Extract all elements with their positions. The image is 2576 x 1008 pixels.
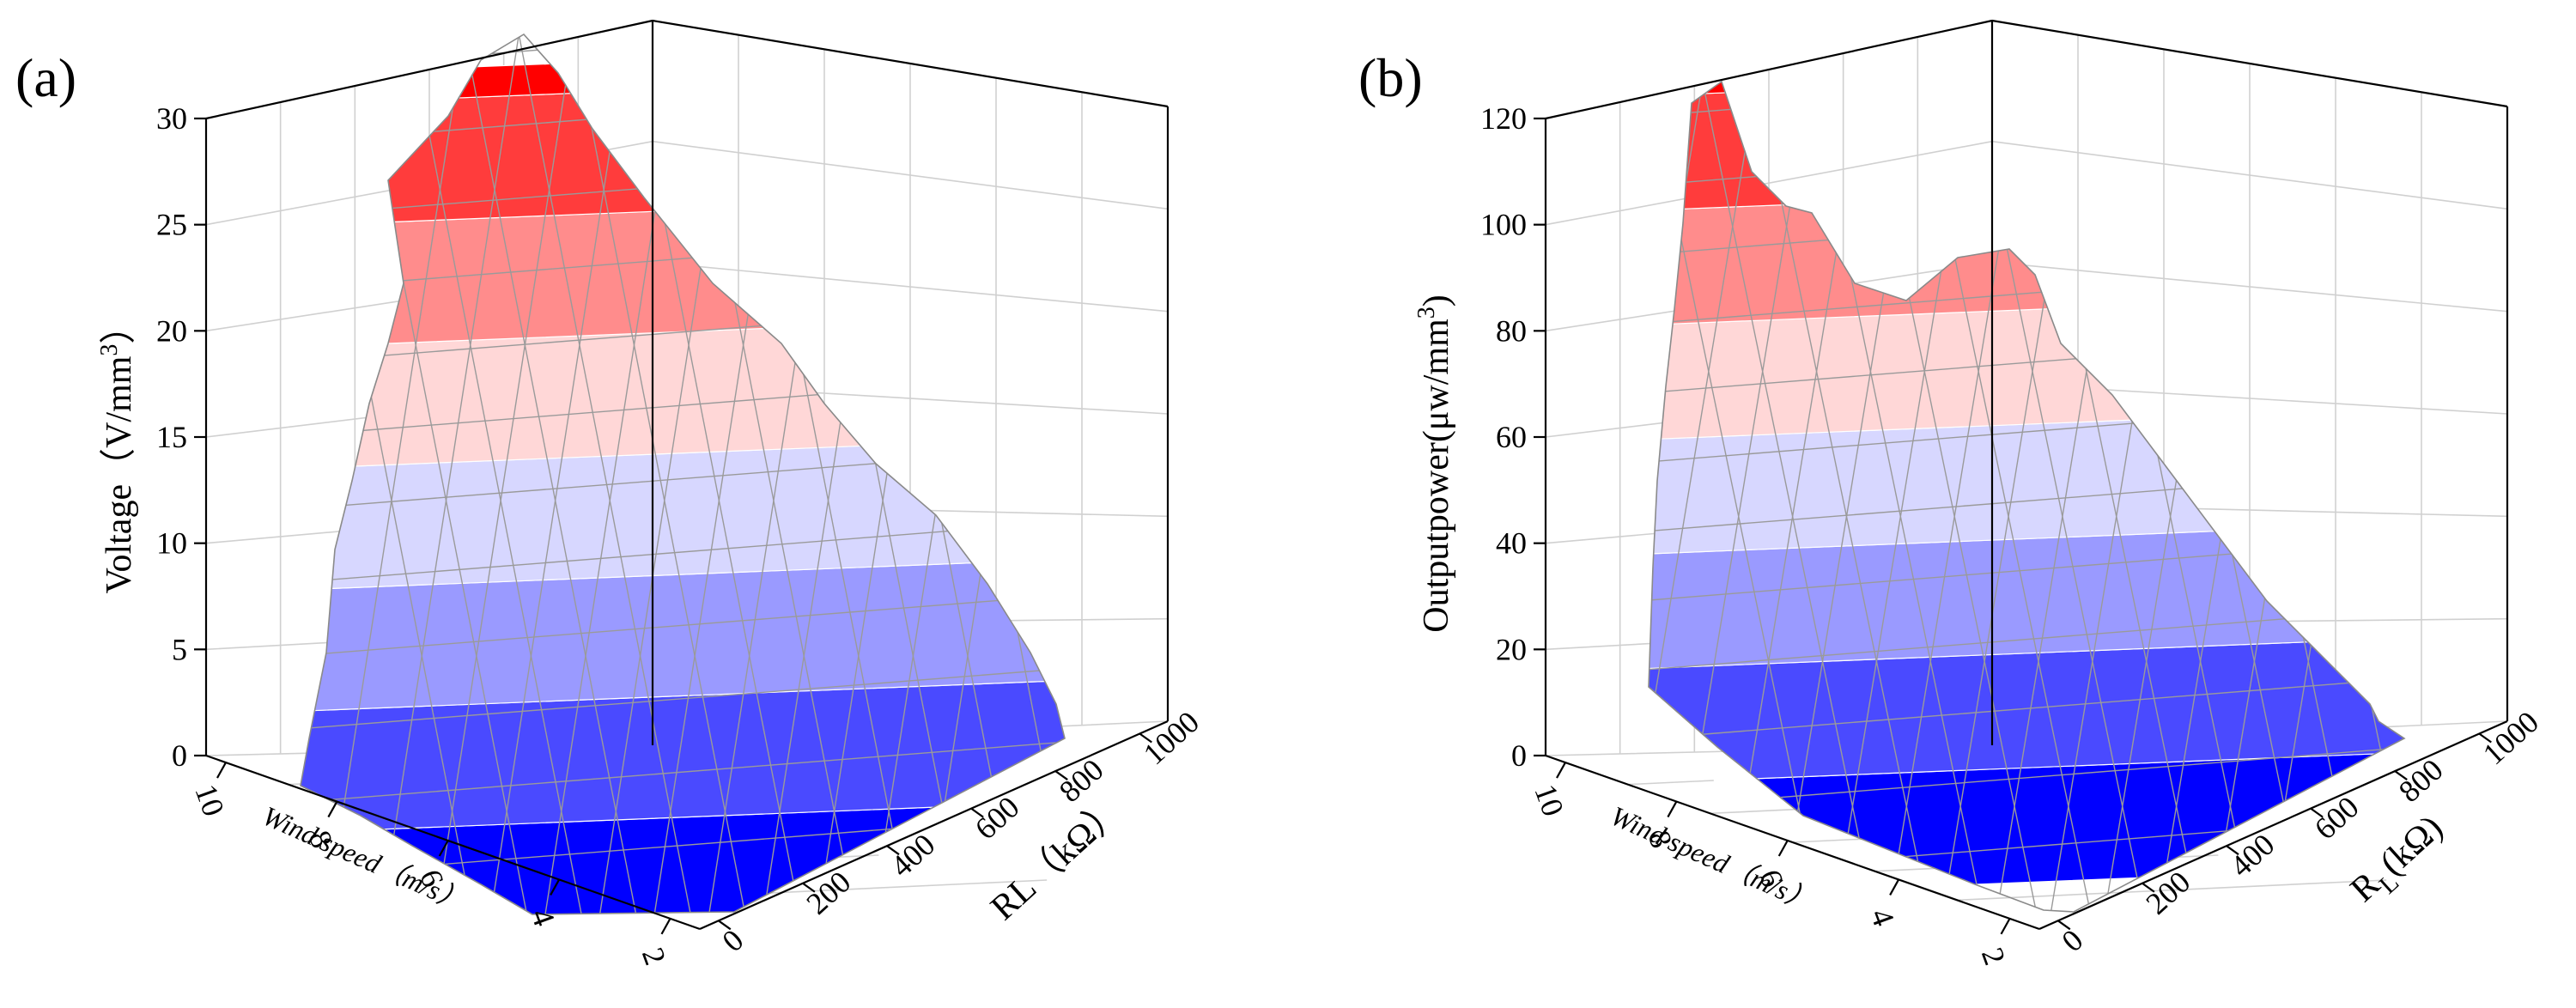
mesh-line: [326, 34, 465, 914]
top-right-edge: [652, 19, 1169, 108]
surface-band-3: [301, 376, 1065, 603]
x-tick-mark: [327, 800, 338, 818]
y-axis-line: [2038, 720, 2508, 931]
x-tick-mark: [2000, 918, 2011, 935]
y-tick-label: 600: [969, 790, 1026, 847]
z-tick-label: 0: [1511, 738, 1527, 773]
y-tick-label: 400: [884, 827, 942, 884]
mesh-line: [573, 34, 746, 914]
z-tick-label: 40: [1496, 526, 1527, 561]
panel-b-y-axis-label: RL(kΩ): [2343, 808, 2456, 916]
surface-outline: [300, 33, 1066, 915]
y-tick-label: 600: [2308, 790, 2366, 847]
panel-b-letter: (b): [1358, 47, 1423, 108]
gridline-floor: [1957, 879, 2387, 902]
panel-a-zlabel-sup: 3: [96, 344, 123, 356]
z-tick-label: 5: [172, 632, 187, 666]
surface-outline: [1648, 80, 2406, 913]
panel-b-zlabel-main: Outputpower(μw/mm: [1417, 319, 1456, 633]
mesh-line: [518, 34, 691, 914]
mesh-line: [301, 521, 1065, 583]
x-tick-mark: [216, 762, 227, 779]
mesh-line: [1649, 677, 2404, 739]
panel-b-x-axis-label: Wind speed（m/s）: [1607, 800, 1820, 918]
panel-b-zlabel-end: ): [1417, 295, 1456, 307]
z-tick-label: 30: [156, 101, 187, 136]
surface-band-4: [301, 255, 1065, 482]
mesh-line: [301, 668, 1065, 730]
y-tick-mark: [2310, 807, 2324, 818]
top-right-edge: [1991, 19, 2508, 108]
mesh-line: [1649, 608, 2404, 671]
surface-band-1: [301, 619, 1065, 846]
y-tick-mark: [2057, 920, 2071, 931]
y-tick-mark: [970, 807, 984, 818]
z-tick-label: 80: [1496, 313, 1527, 348]
z-tick-label: 60: [1496, 420, 1527, 454]
x-axis-line: [1545, 754, 2040, 931]
x-tick-mark: [1667, 800, 1678, 818]
y-tick-mark: [2394, 770, 2408, 780]
x-tick-label: 10: [1528, 780, 1571, 821]
x-tick-mark: [660, 918, 671, 935]
panel-b-zlabel-sup: 3: [1413, 307, 1440, 319]
x-tick-mark: [1889, 878, 1900, 896]
x-tick-label: 2: [1975, 943, 2013, 969]
mesh-line: [301, 741, 1065, 803]
top-left-edge: [1545, 19, 1993, 120]
z-tick-label: 10: [156, 526, 187, 561]
y-tick-mark: [1139, 732, 1152, 744]
z-tick-label: 25: [156, 208, 187, 242]
x-tick-mark: [1777, 840, 1789, 857]
top-left-edge: [205, 19, 653, 120]
panel-b-z-axis-label: Outputpower(μw/mm3): [1413, 295, 1456, 632]
y-tick-mark: [2478, 732, 2492, 744]
x-axis-line: [205, 754, 701, 931]
panel-a-z-axis-label: Voltage（V/mm3）: [96, 308, 139, 594]
x-tick-label: 4: [1864, 904, 1902, 931]
mesh-line: [1649, 82, 1758, 912]
mesh-line: [380, 34, 519, 914]
z-tick-label: 120: [1480, 101, 1527, 136]
y-tick-mark: [2226, 845, 2239, 856]
mesh-line: [409, 34, 582, 914]
y-tick-mark: [2142, 882, 2155, 893]
y-tick-label: 400: [2224, 827, 2281, 884]
y-tick-label: 0: [715, 922, 750, 958]
mesh-line: [435, 34, 574, 914]
x-tick-mark: [438, 840, 449, 857]
y-tick-label: 0: [2055, 922, 2089, 958]
x-tick-label: 10: [188, 780, 231, 821]
mesh-line: [1756, 82, 1929, 912]
x-tick-mark: [550, 878, 561, 896]
mesh-line: [1702, 82, 1875, 912]
x-tick-label: 2: [635, 943, 673, 969]
gridline-floor: [1627, 780, 1714, 786]
y-tick-label: 800: [2392, 752, 2450, 809]
x-tick-mark: [1556, 762, 1566, 779]
z-tick-label: 20: [156, 313, 187, 348]
panel-a-letter: (a): [15, 47, 76, 108]
y-axis-line: [699, 720, 1169, 931]
panel-a-zlabel-end: ）: [100, 308, 139, 344]
surface-band-2: [301, 498, 1065, 724]
mesh-line: [301, 594, 1065, 657]
z-tick-label: 20: [1496, 632, 1527, 666]
z-tick-label: 100: [1480, 208, 1527, 242]
y-tick-mark: [1054, 770, 1068, 780]
z-tick-label: 0: [172, 738, 187, 773]
surface-band-5: [301, 134, 1065, 360]
y-tick-mark: [802, 882, 816, 893]
mesh-line: [489, 34, 629, 914]
y-tick-mark: [886, 845, 900, 856]
mesh-line: [464, 34, 637, 914]
panel-a-zlabel-main: Voltage（V/mm: [100, 355, 139, 593]
y-tick-mark: [718, 920, 732, 931]
z-tick-label: 15: [156, 420, 187, 454]
